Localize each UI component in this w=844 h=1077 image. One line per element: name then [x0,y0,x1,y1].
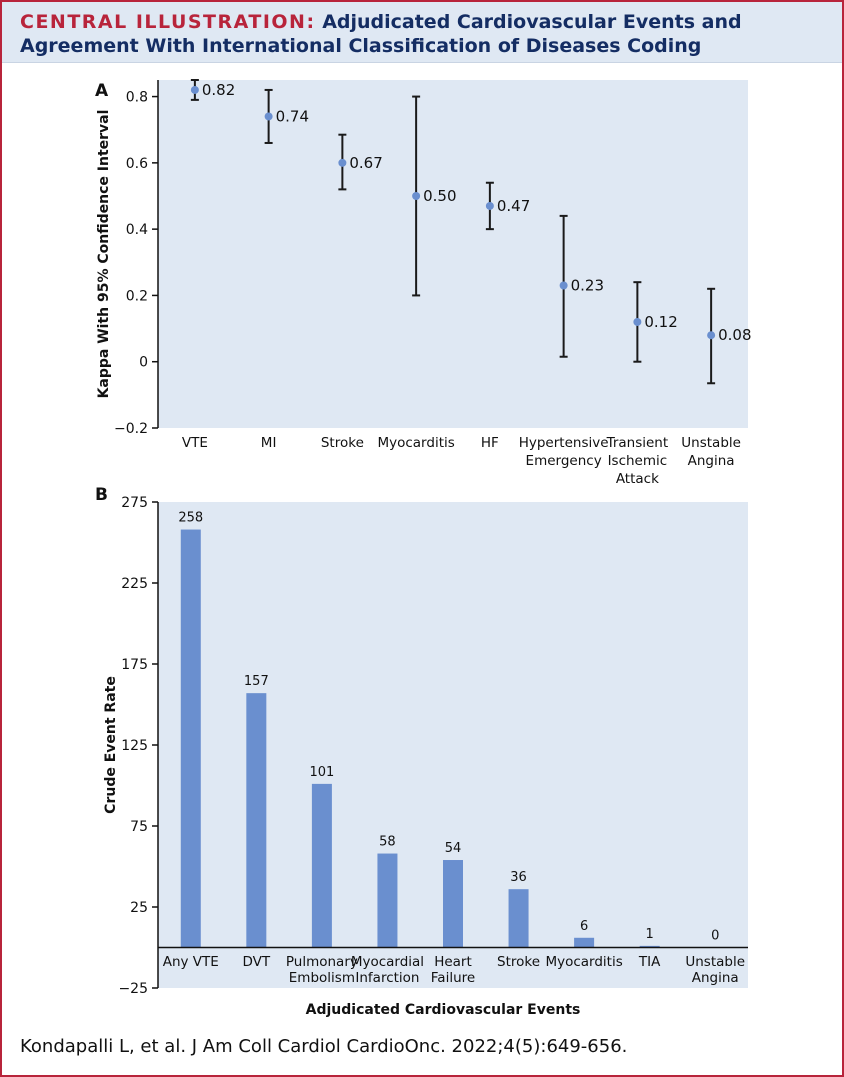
kappa-point-group: 0.74 [264,88,309,144]
kappa-value-label: 0.23 [571,276,604,294]
panel-a-letter: A [95,81,109,101]
kappa-point-group: 0.67 [338,133,383,191]
kappa-value-label: 0.82 [202,81,235,99]
event-rate-value-label: 0 [711,929,719,944]
event-rate-bar [508,889,529,948]
event-rate-bar [180,529,201,948]
panel-b-x-axis-title: Adjudicated Cardiovascular Events [306,1002,581,1018]
panel-b-y-tick-label: 25 [130,900,148,916]
kappa-value-label: 0.74 [276,107,309,125]
panel-b-category-label: Myocardial Infarction [351,954,424,986]
kappa-point [559,281,568,290]
panel-b-y-tick-label: 75 [130,819,148,835]
kappa-point [485,201,494,210]
kappa-point-group: 0.82 [190,79,235,101]
panel-b-event-rate-chart: B 275 225 175 125 75 25 −25 Crude Event Rate 2… [95,485,748,1018]
panel-b-category-label: Unstable Angina [685,954,745,986]
event-rate-value-label: 36 [510,870,527,885]
kappa-point [633,317,642,326]
panel-a-y-tick-label: 0.4 [126,222,148,238]
panel-a-plot-area [158,80,748,428]
panel-b-category-label: DVT [243,954,271,970]
header-band: CENTRAL ILLUSTRATION: Adjudicated Cardio… [2,2,842,63]
kappa-value-label: 0.47 [497,197,530,215]
panel-a-y-tick-label: −0.2 [114,421,148,437]
kappa-point [707,331,716,340]
header-kicker: CENTRAL ILLUSTRATION: [20,11,316,33]
panel-a-category-label: Unstable Angina [681,435,741,469]
panel-b-category-label: Pulmonary Embolism [286,954,358,986]
kappa-value-label: 0.50 [423,187,456,205]
panel-a-y-tick-label: 0.6 [126,156,148,172]
figure-title: CENTRAL ILLUSTRATION: Adjudicated Cardio… [20,10,830,58]
event-rate-bar [639,945,660,948]
event-rate-value-label: 157 [244,674,269,689]
kappa-value-label: 0.08 [718,326,751,344]
charts-svg: A 0.8 0.6 0.4 0.2 0 −0.2 Kappa With 95% Confi… [95,79,752,1018]
panel-b-y-tick-label: −25 [118,981,148,997]
panel-b-y-tick-label: 225 [121,576,148,592]
kappa-value-label: 0.67 [349,154,382,172]
panel-b-y-tick-label: 275 [121,495,148,511]
kappa-point-group: 0.47 [485,181,530,231]
kappa-point [190,85,199,94]
panel-a-category-label: Transient Ischemic Attack [606,435,669,487]
panel-a-kappa-chart: A 0.8 0.6 0.4 0.2 0 −0.2 Kappa With 95% Confi… [95,79,752,487]
event-rate-bar [377,853,398,948]
panel-b-category-label: TIA [638,954,661,970]
kappa-point-group: 0.23 [559,214,604,358]
panel-a-category-label: HF [481,435,499,451]
panel-b-letter: B [95,485,108,505]
panel-a-y-tick-label: 0.2 [126,288,148,304]
event-rate-bar [311,783,332,948]
kappa-point-group: 0.08 [707,287,752,385]
panel-a-category-label: Myocarditis [377,435,454,451]
event-rate-bar [443,860,463,948]
panel-b-category-label: Myocarditis [545,954,622,970]
panel-a-marks: 0.82 0.74 0.67 0.50 0.47 0.23 0.12 0.08 [190,79,752,385]
kappa-value-label: 0.12 [644,313,677,331]
panel-a-y-tick-label: 0.8 [126,90,148,106]
kappa-point-group: 0.50 [412,95,457,297]
panel-b-category-label: Heart Failure [431,954,475,986]
panel-a-y-ticks: 0.8 0.6 0.4 0.2 0 −0.2 [114,90,158,437]
panel-a-y-tick-label: 0 [139,355,148,371]
event-rate-value-label: 58 [379,835,396,850]
event-rate-bar [246,693,267,948]
panel-a-x-labels: VTE MI Stroke Myocarditis HF Hypertensive Emer… [182,435,741,487]
event-rate-value-label: 6 [580,919,588,934]
event-rate-value-label: 54 [445,841,462,856]
header-title: Adjudicated Cardiovascular Events and Ag… [20,11,742,57]
citation: Kondapalli L, et al. J Am Coll Cardiol C… [20,1036,628,1057]
panel-a-category-label: Hypertensive Emergency [519,435,609,469]
panel-b-category-label: Any VTE [163,954,219,970]
event-rate-value-label: 1 [646,927,654,942]
panel-b-y-axis-title: Crude Event Rate [103,676,119,814]
panel-a-category-label: VTE [182,435,208,451]
kappa-point [412,192,421,200]
panel-a-category-label: Stroke [321,435,364,451]
panel-b-category-label: Stroke [497,954,540,970]
kappa-point-group: 0.12 [633,281,678,363]
panel-b-y-ticks: 275 225 175 125 75 25 −25 [118,495,158,997]
event-rate-value-label: 258 [178,511,203,526]
kappa-point [264,112,273,121]
kappa-point [338,158,347,167]
event-rate-value-label: 101 [309,765,334,780]
panel-b-bars: 258 157 101 58 54 36 6 1 0 [158,511,748,949]
panel-b-y-tick-label: 125 [121,738,148,754]
panel-b-y-tick-label: 175 [121,657,148,673]
panel-a-y-axis-title: Kappa With 95% Confidence Interval [96,110,112,399]
panel-a-category-label: MI [261,435,277,451]
event-rate-bar [574,937,595,948]
